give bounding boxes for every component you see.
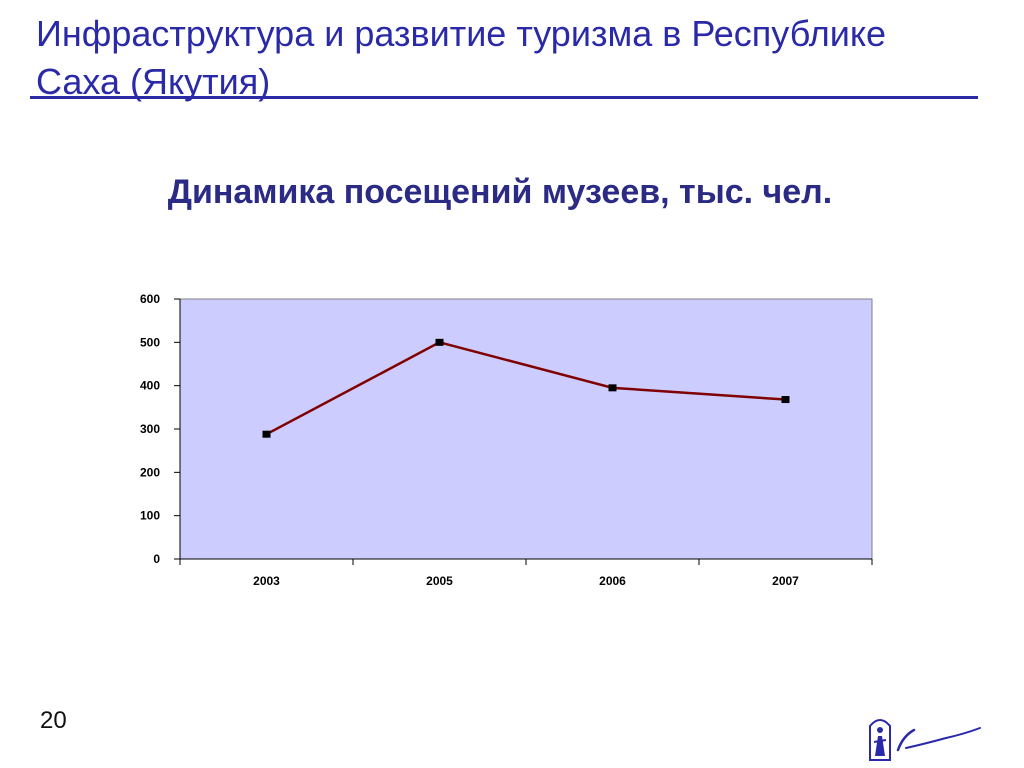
data-point-marker (262, 430, 271, 438)
x-axis: 2003 2005 2006 2007 (179, 558, 873, 588)
x-tick-label: 2005 (426, 574, 453, 588)
page-number: 20 (40, 707, 67, 734)
y-tick-label: 100 (140, 509, 160, 523)
slide-title: Инфраструктура и развитие туризма в Респ… (36, 13, 886, 102)
x-tick-label: 2003 (253, 574, 280, 588)
y-axis: 0 100 200 300 400 500 600 (140, 292, 181, 566)
university-logo (869, 719, 981, 761)
data-series (262, 338, 790, 438)
data-point-marker (435, 338, 444, 346)
title-underline (30, 96, 978, 99)
y-tick-label: 500 (140, 335, 160, 349)
x-tick-label: 2006 (599, 574, 626, 588)
x-tick-label: 2007 (772, 574, 799, 588)
data-point-marker (608, 384, 617, 392)
logo-wordmark (896, 727, 981, 752)
chart-title: Динамика посещений музеев, тыс. чел. (167, 173, 833, 211)
series-line (265, 341, 786, 436)
y-tick-label: 0 (153, 552, 160, 566)
data-point-marker (781, 396, 790, 404)
logo-emblem-icon (869, 719, 891, 761)
y-tick-label: 600 (140, 292, 160, 306)
y-tick-label: 300 (140, 422, 160, 436)
y-tick-label: 400 (140, 379, 160, 393)
plot-area (179, 298, 873, 560)
y-tick-label: 200 (140, 465, 160, 479)
